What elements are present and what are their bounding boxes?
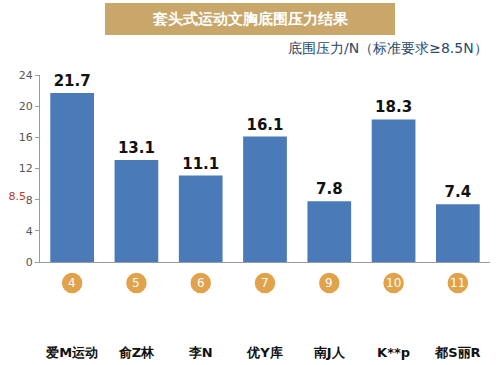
svg-text:12: 12: [19, 162, 33, 175]
svg-text:6: 6: [197, 276, 205, 290]
svg-text:13.1: 13.1: [118, 139, 155, 157]
svg-text:16.1: 16.1: [246, 116, 283, 134]
svg-text:俞Z林: 俞Z林: [118, 345, 155, 360]
svg-text:7.8: 7.8: [316, 180, 343, 198]
svg-text:底围压力/N（标准要求≥8.5N）: 底围压力/N（标准要求≥8.5N）: [288, 40, 488, 56]
svg-text:11: 11: [450, 276, 465, 290]
svg-text:K**p: K**p: [377, 345, 410, 360]
svg-text:21.7: 21.7: [54, 72, 91, 90]
svg-text:爱M运动: 爱M运动: [45, 345, 98, 360]
svg-text:10: 10: [386, 276, 401, 290]
svg-text:16: 16: [19, 131, 33, 144]
svg-text:优Y库: 优Y库: [246, 345, 282, 360]
svg-text:7.4: 7.4: [445, 183, 472, 201]
svg-text:4: 4: [26, 225, 33, 238]
svg-text:南J人: 南J人: [313, 345, 346, 360]
svg-text:7: 7: [261, 276, 269, 290]
svg-text:18.3: 18.3: [375, 98, 412, 116]
svg-text:11.1: 11.1: [182, 155, 219, 173]
svg-text:都S丽R: 都S丽R: [434, 345, 480, 360]
svg-text:5: 5: [132, 276, 140, 290]
svg-text:20: 20: [19, 100, 33, 113]
svg-text:8: 8: [26, 194, 33, 207]
svg-text:8.5: 8.5: [9, 190, 27, 203]
svg-text:4: 4: [68, 276, 76, 290]
svg-text:李N: 李N: [188, 345, 213, 360]
svg-text:9: 9: [325, 276, 333, 290]
svg-text:24: 24: [19, 69, 33, 82]
svg-text:套头式运动文胸底围压力结果: 套头式运动文胸底围压力结果: [152, 10, 349, 28]
svg-text:0: 0: [26, 256, 33, 269]
